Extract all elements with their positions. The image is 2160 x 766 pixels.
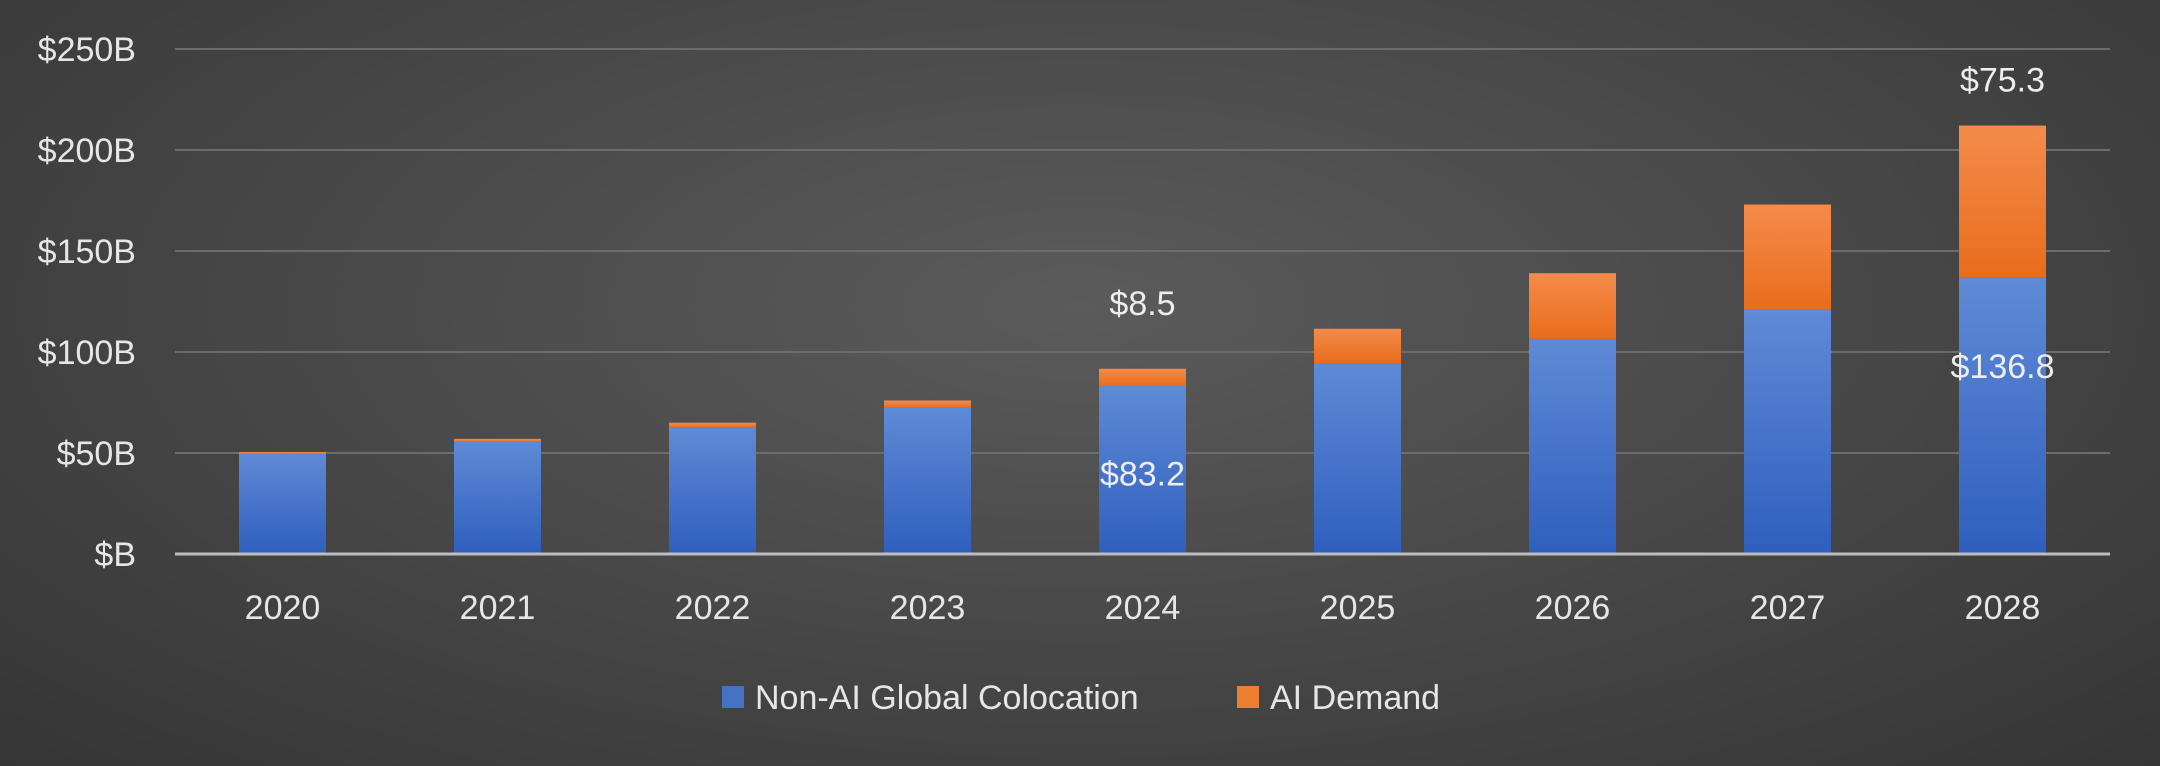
data-label-ai-demand-2024: $8.5 bbox=[1109, 285, 1175, 323]
bars bbox=[239, 125, 2046, 554]
bar-ai-demand-2026 bbox=[1529, 273, 1616, 339]
legend-label-ai-demand: AI Demand bbox=[1270, 679, 1440, 717]
bar-ai-demand-2022 bbox=[669, 422, 756, 428]
bar-non-ai-global-colocation-2025 bbox=[1314, 363, 1401, 554]
y-tick-label: $150B bbox=[38, 233, 136, 271]
data-label-non-ai-global-colocation-2028: $136.8 bbox=[1951, 348, 2055, 386]
bar-non-ai-global-colocation-2023 bbox=[884, 407, 971, 554]
legend-swatch-non-ai-global-colocation bbox=[722, 686, 744, 708]
x-tick-label: 2027 bbox=[1750, 589, 1826, 627]
data-label-non-ai-global-colocation-2024: $83.2 bbox=[1100, 455, 1185, 493]
x-tick-label: 2022 bbox=[675, 589, 751, 627]
bar-ai-demand-2023 bbox=[884, 400, 971, 408]
bar-non-ai-global-colocation-2026 bbox=[1529, 338, 1616, 554]
data-labels: $8.5 $83.2 $75.3 $136.8 bbox=[1100, 62, 2055, 494]
x-tick-label: 2025 bbox=[1320, 589, 1396, 627]
bar-ai-demand-2025 bbox=[1314, 328, 1401, 364]
bar-ai-demand-2020 bbox=[239, 451, 326, 455]
bar-non-ai-global-colocation-2021 bbox=[454, 441, 541, 554]
bar-non-ai-global-colocation-2027 bbox=[1744, 309, 1831, 554]
bar-ai-demand-2027 bbox=[1744, 204, 1831, 310]
legend-label-non-ai-global-colocation: Non-AI Global Colocation bbox=[755, 679, 1139, 717]
bar-non-ai-global-colocation-2028 bbox=[1959, 277, 2046, 554]
bar-non-ai-global-colocation-2022 bbox=[669, 427, 756, 554]
bar-ai-demand-2028 bbox=[1959, 125, 2046, 278]
legend: Non-AI Global Colocation AI Demand bbox=[722, 679, 1440, 717]
bar-non-ai-global-colocation-2024 bbox=[1099, 385, 1186, 554]
y-tick-label: $200B bbox=[38, 132, 136, 170]
x-tick-label: 2021 bbox=[460, 589, 536, 627]
data-label-ai-demand-2028: $75.3 bbox=[1960, 62, 2045, 100]
x-tick-label: 2023 bbox=[890, 589, 966, 627]
bar-ai-demand-2021 bbox=[454, 438, 541, 442]
x-tick-label: 2026 bbox=[1535, 589, 1611, 627]
y-tick-label: $B bbox=[94, 536, 136, 574]
y-axis: $B $50B $100B $150B $200B $250B bbox=[38, 31, 136, 574]
x-tick-label: 2020 bbox=[245, 589, 321, 627]
x-axis: 2020 2021 2022 2023 2024 2025 2026 2027 2028 bbox=[245, 589, 2041, 627]
y-tick-label: $100B bbox=[38, 334, 136, 372]
y-tick-label: $50B bbox=[57, 435, 136, 473]
x-tick-label: 2024 bbox=[1105, 589, 1181, 627]
bar-ai-demand-2024 bbox=[1099, 368, 1186, 386]
bar-non-ai-global-colocation-2020 bbox=[239, 454, 326, 554]
x-tick-label: 2028 bbox=[1965, 589, 2041, 627]
legend-swatch-ai-demand bbox=[1237, 686, 1259, 708]
y-tick-label: $250B bbox=[38, 31, 136, 69]
